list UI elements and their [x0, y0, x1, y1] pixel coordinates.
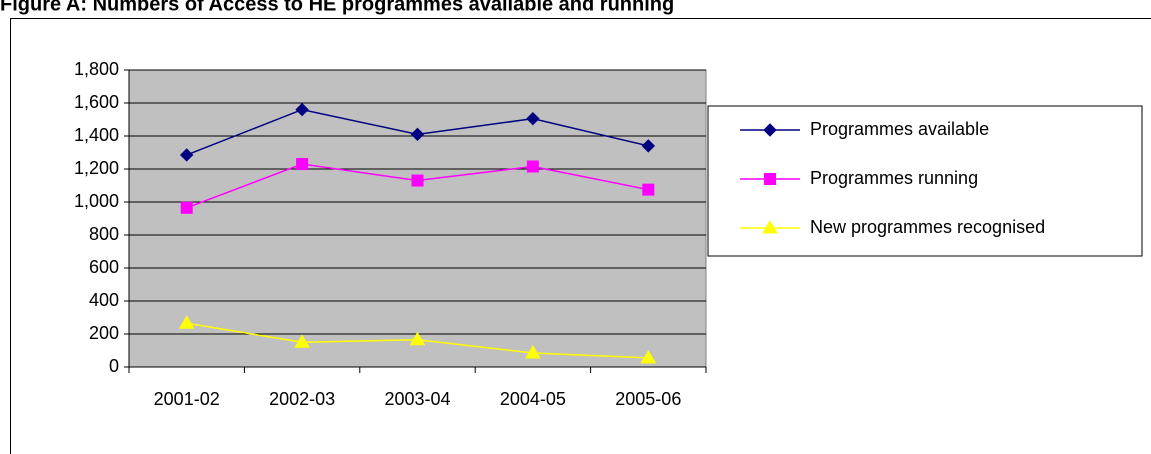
y-tick-label: 800	[89, 224, 119, 244]
y-tick-label: 1,000	[74, 191, 119, 211]
legend-label: New programmes recognised	[810, 217, 1045, 237]
marker	[526, 111, 540, 126]
marker	[525, 344, 541, 359]
marker	[179, 148, 194, 162]
legend-label: Programmes running	[810, 168, 978, 188]
y-tick-label: 0	[109, 356, 119, 376]
marker	[178, 315, 195, 329]
title-band	[0, 0, 1151, 18]
y-tick-label: 1,400	[74, 125, 119, 145]
y-tick-label: 1,200	[74, 158, 119, 178]
marker	[411, 174, 424, 187]
chart-frame	[10, 18, 1151, 454]
x-tick-label: 2001-02	[154, 389, 220, 409]
legend-box	[707, 105, 1143, 257]
legend-marker	[763, 123, 777, 137]
chart-title: Figure A: Numbers of Access to HE progra…	[0, 0, 674, 15]
marker	[295, 102, 309, 117]
marker	[526, 160, 539, 173]
marker	[409, 331, 426, 346]
legend-marker	[764, 173, 776, 185]
marker	[410, 127, 425, 142]
x-tick-label: 2005-06	[615, 389, 681, 409]
y-tick-label: 1,600	[74, 92, 119, 112]
y-tick-label: 400	[89, 290, 119, 310]
legend-marker	[762, 220, 778, 234]
marker	[642, 183, 655, 196]
plot-area	[128, 69, 707, 368]
y-tick-label: 1,800	[74, 59, 119, 79]
marker	[180, 201, 193, 214]
x-tick-label: 2004-05	[500, 389, 566, 409]
x-tick-label: 2003-04	[384, 389, 450, 409]
marker	[294, 334, 310, 348]
y-tick-label: 200	[89, 323, 119, 343]
marker	[641, 139, 656, 153]
marker	[296, 158, 309, 171]
y-tick-label: 600	[89, 257, 119, 277]
legend-label: Programmes available	[810, 119, 989, 139]
x-tick-label: 2002-03	[269, 389, 335, 409]
marker	[640, 349, 657, 364]
